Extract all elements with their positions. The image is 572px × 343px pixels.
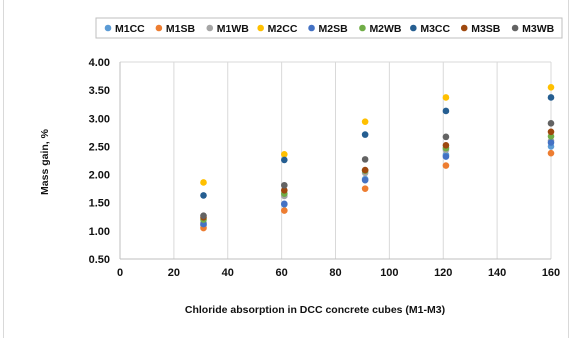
legend-label: M3SB bbox=[471, 23, 501, 35]
legend-label: M2SB bbox=[319, 23, 349, 35]
data-point-m3cc bbox=[281, 156, 288, 164]
legend-item-m1sb: M1SB bbox=[155, 23, 196, 35]
x-tick-label: 20 bbox=[168, 267, 180, 279]
data-point-m3wb bbox=[281, 181, 288, 189]
legend: M1CC M1SB M1WB M2CC M2SB M2WB M3CC M3SB M3WB bbox=[95, 17, 563, 39]
data-point-m3wb bbox=[547, 120, 555, 127]
data-point-m2cc bbox=[281, 151, 288, 158]
data-point-m3cc bbox=[547, 94, 555, 101]
legend-marker bbox=[460, 24, 468, 32]
x-axis: 0 20 40 60 80 100 120 140 160 bbox=[117, 258, 560, 279]
data-point-m3wb bbox=[442, 133, 450, 141]
legend-box bbox=[95, 17, 563, 39]
legend-label: M1WB bbox=[217, 23, 249, 35]
data-point-m3sb bbox=[361, 166, 369, 174]
gridlines bbox=[119, 61, 552, 259]
x-tick-label: 80 bbox=[329, 267, 341, 279]
series-m1cc bbox=[200, 143, 555, 229]
legend-marker bbox=[104, 24, 112, 32]
data-point-m3cc bbox=[361, 131, 369, 138]
legend-item-m1wb: M1WB bbox=[206, 23, 249, 35]
y-tick-label: 2.50 bbox=[89, 141, 110, 153]
y-tick-label: 4.00 bbox=[89, 57, 110, 69]
legend-item-m3cc: M3CC bbox=[410, 23, 451, 35]
data-point-m2sb bbox=[442, 153, 450, 160]
legend-item-m2sb: M2SB bbox=[308, 23, 348, 35]
legend-label: M2CC bbox=[268, 23, 298, 35]
legend-item-m2cc: M2CC bbox=[257, 23, 298, 35]
data-point-m2sb bbox=[547, 139, 555, 146]
data-point-m1sb bbox=[442, 162, 450, 169]
data-point-m2sb bbox=[361, 176, 369, 184]
y-tick-label: 0.50 bbox=[89, 254, 110, 266]
data-point-m2sb bbox=[281, 200, 288, 208]
data-point-m3cc bbox=[200, 192, 207, 199]
data-point-m3wb bbox=[200, 212, 207, 219]
y-tick-label: 3.50 bbox=[89, 85, 110, 97]
series-m2cc bbox=[200, 84, 555, 186]
legend-label: M2WB bbox=[369, 23, 401, 35]
scatter-chart: M1CC M1SB M1WB M2CC M2SB M2WB M3CC M3SB M3WB 0.5… bbox=[39, 17, 563, 316]
data-point-m2cc bbox=[200, 179, 207, 186]
y-tick-label: 3.00 bbox=[89, 113, 110, 125]
series-m2sb bbox=[200, 139, 555, 228]
legend-marker bbox=[206, 24, 214, 32]
x-tick-label: 40 bbox=[222, 267, 234, 279]
x-tick-label: 100 bbox=[380, 267, 398, 279]
data-point-m3wb bbox=[361, 156, 369, 163]
x-tick-label: 120 bbox=[434, 267, 452, 279]
legend-label: M3CC bbox=[420, 23, 450, 35]
x-tick-label: 160 bbox=[542, 267, 560, 279]
y-tick-label: 1.00 bbox=[89, 226, 110, 238]
x-axis-label: Chloride absorption in DCC concrete cube… bbox=[185, 304, 445, 316]
series-m1wb bbox=[200, 137, 555, 226]
data-point-m1sb bbox=[281, 207, 288, 214]
legend-marker bbox=[155, 24, 163, 32]
x-tick-label: 60 bbox=[276, 267, 288, 279]
legend-marker bbox=[511, 24, 519, 32]
x-tick-label: 0 bbox=[117, 267, 123, 279]
data-point-m3cc bbox=[442, 107, 450, 115]
legend-marker bbox=[257, 24, 264, 32]
series-m1sb bbox=[200, 149, 555, 232]
legend-item-m1cc: M1CC bbox=[104, 23, 145, 35]
legend-marker bbox=[359, 24, 366, 32]
legend-marker bbox=[410, 24, 417, 32]
data-point-m2cc bbox=[442, 94, 450, 101]
data-point-m1sb bbox=[547, 149, 555, 157]
legend-label: M1CC bbox=[115, 23, 145, 35]
legend-item-m2wb: M2WB bbox=[359, 23, 402, 35]
y-axis-label: Mass gain, % bbox=[39, 128, 51, 195]
legend-item-m3sb: M3SB bbox=[460, 23, 501, 35]
data-point-m3sb bbox=[281, 187, 288, 194]
series-m3cc bbox=[200, 94, 555, 199]
data-point-m3sb bbox=[442, 142, 450, 149]
y-tick-label: 2.00 bbox=[89, 170, 110, 182]
data-point-m3sb bbox=[547, 128, 555, 136]
series-m3sb bbox=[200, 128, 555, 221]
chart-frame: M1CC M1SB M1WB M2CC M2SB M2WB M3CC M3SB M3WB 0.5… bbox=[3, 0, 569, 338]
y-tick-label: 1.50 bbox=[89, 198, 110, 210]
data-point-m2cc bbox=[361, 118, 369, 125]
legend-item-m3wb: M3WB bbox=[511, 23, 555, 35]
data-point-m1sb bbox=[361, 185, 369, 192]
data-point-m2cc bbox=[547, 84, 555, 91]
legend-label: M1SB bbox=[166, 23, 196, 35]
y-axis: 0.50 1.00 1.50 2.00 2.50 3.00 3.50 4.00 bbox=[89, 57, 121, 266]
legend-label: M3WB bbox=[522, 23, 554, 35]
series-m2wb bbox=[200, 132, 555, 223]
x-tick-label: 140 bbox=[488, 267, 506, 279]
data-points bbox=[200, 84, 555, 232]
series-m3wb bbox=[200, 120, 555, 219]
legend-marker bbox=[308, 24, 315, 32]
